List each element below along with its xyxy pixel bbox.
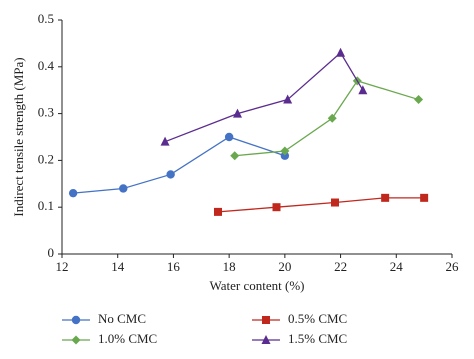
x-tick-label: 22 xyxy=(334,259,347,274)
marker xyxy=(331,198,339,207)
marker xyxy=(280,146,290,156)
marker xyxy=(160,136,170,146)
marker xyxy=(166,170,175,179)
x-tick-label: 26 xyxy=(446,259,460,274)
marker xyxy=(336,47,346,57)
series-line xyxy=(73,136,286,194)
y-axis-label: Indirect tensile strength (MPa) xyxy=(11,57,26,216)
y-tick-label: 0.2 xyxy=(38,151,54,166)
x-tick-label: 14 xyxy=(111,259,125,274)
y-tick-label: 0 xyxy=(48,245,55,260)
marker xyxy=(414,95,424,105)
series-line xyxy=(217,197,425,213)
y-tick-label: 0.3 xyxy=(38,105,54,120)
marker xyxy=(327,113,337,123)
x-tick-label: 16 xyxy=(167,259,181,274)
legend-label: 1.0% CMC xyxy=(98,331,157,346)
y-tick-label: 0.4 xyxy=(38,58,55,73)
x-axis-label: Water content (%) xyxy=(210,278,305,293)
marker xyxy=(68,188,78,198)
marker xyxy=(214,207,222,216)
marker xyxy=(119,184,128,193)
x-tick-label: 18 xyxy=(223,259,236,274)
marker xyxy=(283,94,293,104)
marker xyxy=(358,85,368,95)
marker xyxy=(71,315,81,325)
marker xyxy=(381,193,390,202)
marker xyxy=(230,151,240,161)
y-tick-label: 0.5 xyxy=(38,11,54,26)
legend-label: No CMC xyxy=(98,311,146,326)
marker xyxy=(71,335,81,345)
marker xyxy=(420,193,429,202)
marker xyxy=(280,151,290,160)
marker xyxy=(272,203,281,212)
x-tick-label: 20 xyxy=(278,259,291,274)
x-tick-label: 24 xyxy=(390,259,404,274)
legend-label: 0.5% CMC xyxy=(288,311,347,326)
marker xyxy=(224,132,234,142)
series-line xyxy=(234,80,419,157)
legend-label: 1.5% CMC xyxy=(288,331,347,346)
marker xyxy=(262,316,270,324)
x-tick-label: 12 xyxy=(56,259,69,274)
marker xyxy=(233,108,242,118)
y-tick-label: 0.1 xyxy=(38,198,54,213)
marker xyxy=(261,335,271,344)
series-line xyxy=(164,51,364,143)
